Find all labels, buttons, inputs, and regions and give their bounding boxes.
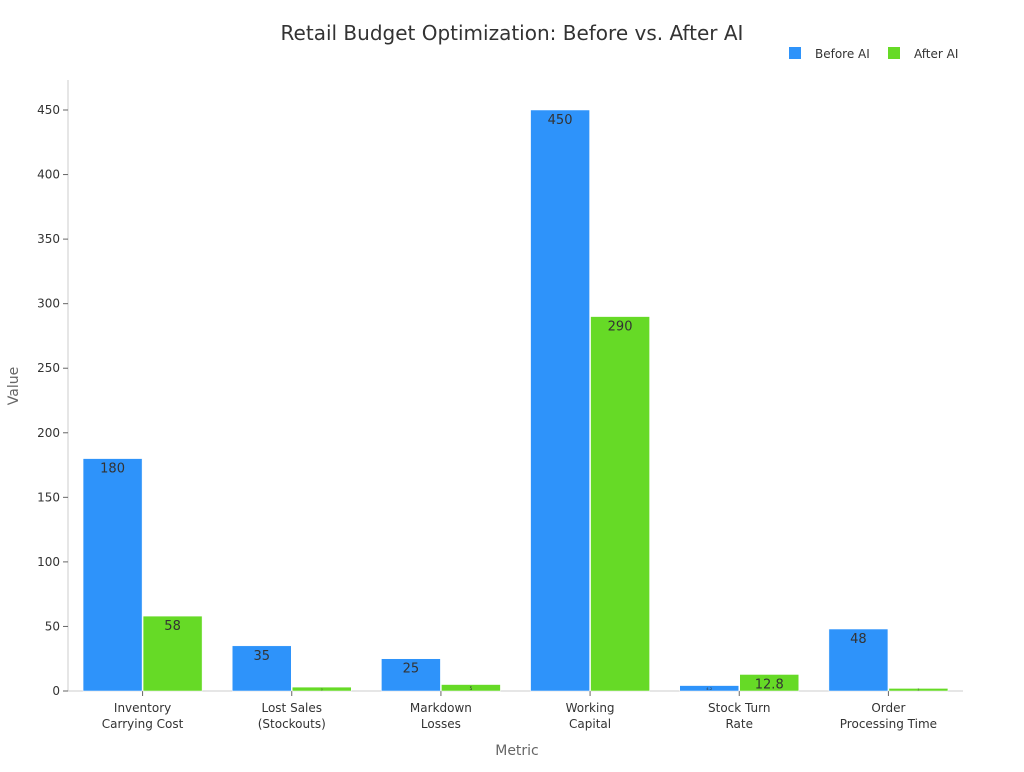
chart-title: Retail Budget Optimization: Before vs. A… bbox=[281, 21, 744, 45]
bar-after-ai[interactable] bbox=[739, 674, 799, 692]
y-tick-label: 200 bbox=[37, 426, 60, 440]
data-label: 5 bbox=[469, 686, 472, 692]
y-tick-label: 150 bbox=[37, 490, 60, 504]
legend-swatch bbox=[888, 47, 900, 59]
bar-after-ai[interactable] bbox=[292, 686, 352, 692]
bar-after-ai[interactable] bbox=[441, 684, 501, 692]
x-tick-label: Losses bbox=[421, 717, 461, 731]
bar-after-ai[interactable] bbox=[590, 316, 650, 692]
bar-before-ai[interactable] bbox=[82, 458, 143, 692]
y-tick-label: 300 bbox=[37, 297, 60, 311]
data-label: 180 bbox=[100, 462, 125, 477]
data-label: 35 bbox=[253, 649, 270, 664]
data-label: 58 bbox=[164, 619, 181, 634]
y-tick-label: 400 bbox=[37, 168, 60, 182]
x-tick-label: Order bbox=[871, 701, 905, 715]
bar-after-ai[interactable] bbox=[142, 615, 203, 692]
data-label: 12.8 bbox=[755, 677, 784, 692]
x-tick-label: Stock Turn bbox=[708, 701, 770, 715]
legend-swatch bbox=[789, 47, 801, 59]
bar-before-ai[interactable] bbox=[232, 645, 292, 692]
data-label: 2 bbox=[917, 688, 919, 692]
x-tick-label: Rate bbox=[725, 717, 753, 731]
x-tick-label: Capital bbox=[569, 717, 611, 731]
data-label: 3 bbox=[321, 687, 323, 691]
x-tick-label: Markdown bbox=[410, 701, 472, 715]
x-tick-label: Working bbox=[566, 701, 615, 715]
data-label: 25 bbox=[403, 662, 420, 677]
x-tick-label: Lost Sales bbox=[261, 701, 322, 715]
y-tick-label: 50 bbox=[45, 619, 60, 633]
data-label: 290 bbox=[608, 320, 633, 335]
y-tick-label: 100 bbox=[37, 555, 60, 569]
legend-label: After AI bbox=[914, 47, 958, 61]
y-axis-label: Value bbox=[6, 367, 22, 405]
data-label: 48 bbox=[850, 632, 867, 647]
x-tick-label: (Stockouts) bbox=[258, 717, 326, 731]
x-tick-label: Processing Time bbox=[840, 717, 937, 731]
bar-before-ai[interactable] bbox=[679, 685, 739, 692]
bar-before-ai[interactable] bbox=[828, 628, 889, 692]
x-axis-label: Metric bbox=[495, 743, 539, 759]
x-tick-label: Carrying Cost bbox=[102, 717, 184, 731]
y-tick-label: 350 bbox=[37, 232, 60, 246]
data-label: 4.2 bbox=[706, 686, 713, 691]
legend-label: Before AI bbox=[815, 47, 870, 61]
data-label: 450 bbox=[548, 113, 573, 128]
y-tick-label: 0 bbox=[52, 684, 60, 698]
bar-before-ai[interactable] bbox=[530, 109, 590, 692]
bar-before-ai[interactable] bbox=[381, 658, 441, 692]
y-tick-label: 250 bbox=[37, 361, 60, 375]
bar-after-ai[interactable] bbox=[888, 688, 949, 692]
x-tick-label: Inventory bbox=[114, 701, 171, 715]
y-tick-label: 450 bbox=[37, 103, 60, 117]
